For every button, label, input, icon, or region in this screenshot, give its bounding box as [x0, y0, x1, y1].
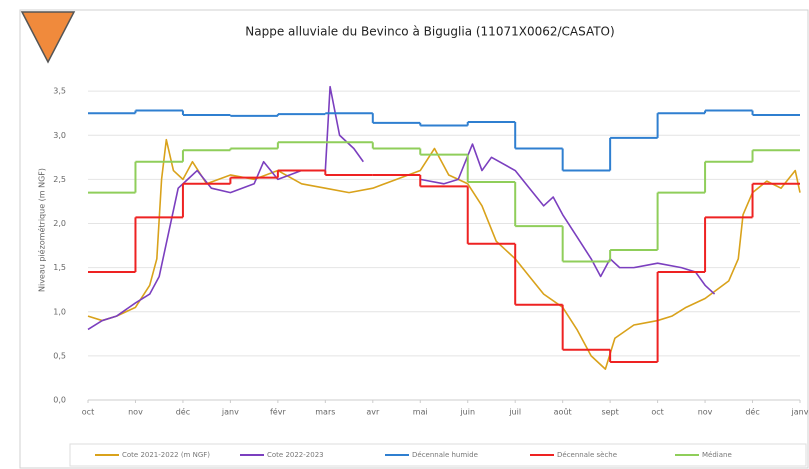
x-tick-label: oct — [651, 408, 663, 417]
series-line — [87, 85, 364, 331]
x-tick-label: nov — [698, 408, 713, 417]
legend-label: Médiane — [702, 451, 732, 459]
x-tick-label: juil — [508, 408, 521, 417]
x-tick-label: mars — [315, 408, 335, 417]
legend-label: Cote 2022-2023 — [267, 451, 324, 459]
x-tick-label: déc — [745, 407, 759, 417]
x-tick-label: nov — [128, 408, 143, 417]
y-tick-label: 2,0 — [53, 219, 66, 228]
x-tick-label: janv — [221, 408, 239, 417]
x-tick-label: janv — [791, 408, 809, 417]
y-tick-label: 1,0 — [53, 307, 66, 316]
chart-title: Nappe alluviale du Bevinco à Biguglia (1… — [245, 25, 614, 39]
y-tick-label: 2,5 — [53, 175, 66, 184]
legend-box — [69, 443, 807, 467]
chart-frame — [19, 9, 809, 469]
legend-label: Décennale sèche — [557, 451, 617, 459]
warning-icon — [20, 11, 76, 64]
x-tick-label: juin — [459, 408, 475, 417]
x-tick-label: déc — [176, 407, 190, 417]
x-tick-label: avr — [366, 408, 380, 417]
x-tick-label: sept — [601, 408, 618, 417]
legend: Cote 2021-2022 (m NGF) Cote 2022-2023 Déce… — [95, 451, 732, 459]
y-tick-label: 1,5 — [53, 263, 66, 272]
x-tick-label: févr — [270, 407, 286, 417]
x-tick-label: août — [554, 408, 572, 417]
legend-label: Décennale humide — [412, 451, 478, 459]
y-tick-label: 0,0 — [53, 396, 66, 405]
y-tick-label: 3,0 — [53, 131, 66, 140]
y-axis-label: Niveau piézométrique (m NGF) — [37, 168, 47, 292]
x-tick-label: mai — [413, 408, 428, 417]
legend-label: Cote 2021-2022 (m NGF) — [122, 451, 210, 459]
series-line — [420, 143, 716, 295]
x-tick-label: oct — [82, 408, 94, 417]
y-tick-label: 0,5 — [53, 351, 66, 360]
y-tick-label: 3,5 — [53, 87, 66, 96]
